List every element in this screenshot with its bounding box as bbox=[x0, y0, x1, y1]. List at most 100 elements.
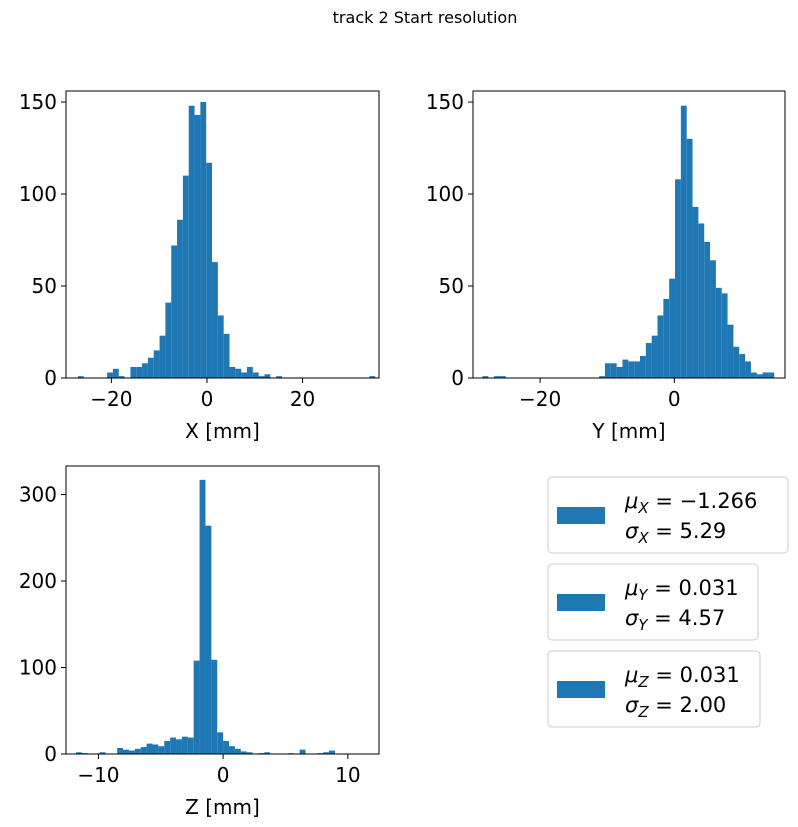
z-ytick-label: 0 bbox=[44, 742, 57, 766]
y-bar bbox=[622, 359, 629, 378]
y-bar bbox=[599, 376, 605, 378]
y-bar bbox=[739, 354, 746, 378]
z-bar bbox=[193, 660, 200, 754]
y-bar bbox=[704, 241, 711, 378]
z-bar bbox=[170, 737, 177, 754]
legend-text: μX = −1.266 bbox=[624, 489, 757, 517]
x-ytick-label: 50 bbox=[32, 274, 57, 298]
x-bar bbox=[171, 245, 178, 378]
figure-title: track 2 Start resolution bbox=[333, 8, 518, 27]
z-ytick-label: 300 bbox=[19, 483, 57, 507]
x-bar bbox=[247, 366, 253, 378]
legend-swatch bbox=[557, 507, 605, 524]
legend-text: σY = 4.57 bbox=[625, 606, 725, 634]
y-bar bbox=[715, 287, 722, 378]
z-bar bbox=[217, 732, 224, 754]
z-bar bbox=[264, 752, 271, 754]
x-xtick-label: 20 bbox=[290, 387, 315, 411]
x-bar bbox=[182, 175, 189, 378]
z-xtick-label: 10 bbox=[335, 763, 360, 787]
x-axes-frame bbox=[65, 90, 380, 379]
z-bar bbox=[152, 744, 159, 754]
x-histogram: −20 0 20 0 50 100 150 X [mm] bbox=[19, 90, 380, 443]
z-bar bbox=[229, 746, 235, 754]
z-ytick-label: 200 bbox=[19, 569, 57, 593]
legend-text: μY = 0.031 bbox=[624, 576, 739, 604]
y-bar bbox=[657, 315, 664, 378]
y-bar bbox=[680, 105, 687, 378]
x-bar bbox=[369, 376, 376, 378]
y-ytick-label: 150 bbox=[426, 90, 464, 114]
x-bar bbox=[200, 102, 207, 378]
x-bar bbox=[188, 105, 195, 378]
y-bar bbox=[710, 260, 716, 378]
y-bar bbox=[645, 343, 652, 378]
x-bar bbox=[165, 302, 172, 378]
y-xtick-label: 0 bbox=[668, 387, 681, 411]
x-bar bbox=[217, 315, 224, 378]
z-bar bbox=[234, 748, 241, 754]
x-ytick-label: 100 bbox=[19, 182, 57, 206]
y-bar bbox=[750, 372, 757, 378]
z-bar bbox=[323, 752, 330, 754]
legend-swatch bbox=[557, 594, 605, 611]
x-ytick-label: 150 bbox=[19, 90, 57, 114]
y-bar bbox=[610, 363, 617, 378]
z-bar bbox=[246, 752, 253, 754]
x-bar bbox=[118, 376, 125, 378]
y-ytick-label: 100 bbox=[426, 182, 464, 206]
z-bar bbox=[75, 752, 82, 754]
y-bar bbox=[663, 298, 670, 378]
x-bar bbox=[130, 366, 137, 378]
x-bar bbox=[264, 374, 271, 378]
z-bar bbox=[128, 750, 135, 754]
legend-swatch bbox=[557, 681, 605, 698]
y-bar bbox=[604, 363, 611, 378]
x-bar bbox=[276, 376, 282, 378]
x-bar bbox=[212, 262, 218, 378]
legend-text: σZ = 2.00 bbox=[625, 693, 726, 721]
y-bar bbox=[698, 223, 705, 378]
x-bar bbox=[229, 366, 236, 378]
x-bar bbox=[147, 357, 154, 378]
z-bar bbox=[329, 750, 335, 754]
z-bar bbox=[187, 737, 194, 754]
x-bar bbox=[112, 368, 119, 378]
x-bar bbox=[177, 219, 183, 378]
x-axis-label: X [mm] bbox=[185, 419, 260, 443]
y-bar bbox=[745, 361, 751, 378]
z-bar bbox=[99, 752, 106, 754]
z-bar bbox=[299, 749, 306, 754]
x-ytick-label: 0 bbox=[44, 366, 57, 390]
z-axis-label: Z [mm] bbox=[185, 795, 260, 819]
x-bar bbox=[206, 162, 213, 378]
z-bar bbox=[158, 746, 165, 754]
y-axis-label: Y [mm] bbox=[591, 419, 665, 443]
x-bar bbox=[142, 363, 148, 378]
x-bar bbox=[223, 333, 230, 378]
y-histogram: −20 0 0 50 100 150 Y [mm] bbox=[426, 90, 786, 443]
y-axes-frame bbox=[472, 90, 786, 379]
y-bar bbox=[733, 346, 740, 378]
z-bar bbox=[240, 751, 247, 754]
y-bar bbox=[499, 376, 506, 378]
y-bar bbox=[494, 376, 500, 378]
y-ytick-label: 50 bbox=[439, 274, 464, 298]
x-bar bbox=[241, 372, 248, 378]
y-bar bbox=[768, 372, 775, 378]
z-bar bbox=[176, 739, 182, 754]
z-bar bbox=[181, 736, 188, 754]
y-bar bbox=[756, 374, 763, 378]
z-bar bbox=[211, 659, 218, 754]
z-xtick-label: 0 bbox=[217, 763, 230, 787]
y-bar bbox=[721, 293, 728, 378]
z-bar bbox=[140, 747, 147, 754]
x-bar bbox=[258, 376, 265, 378]
y-bar bbox=[616, 366, 623, 378]
z-bar bbox=[199, 479, 206, 754]
legend-frame bbox=[547, 476, 789, 554]
